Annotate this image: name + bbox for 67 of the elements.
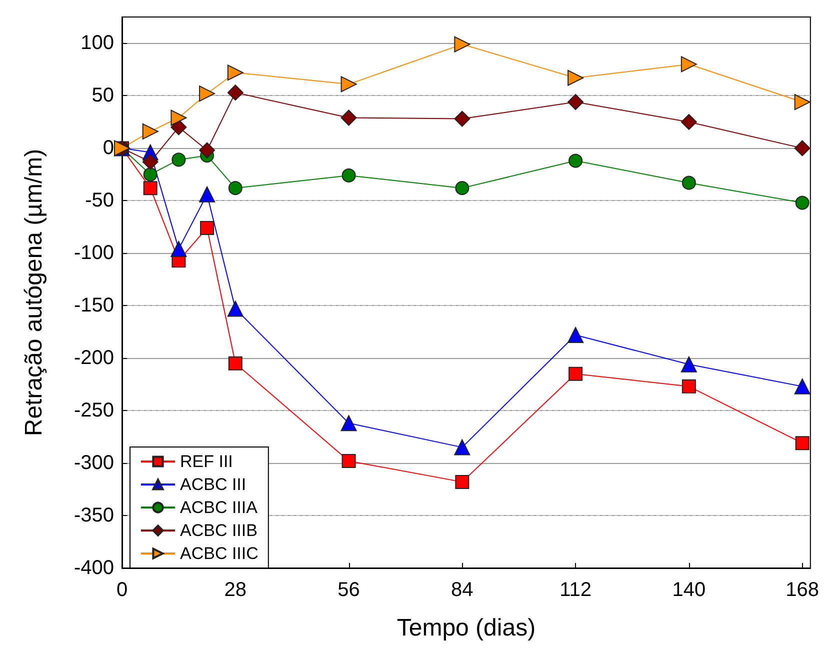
point [568,94,584,110]
legend-label: ACBC IIIB [180,521,258,540]
point [568,154,583,168]
point [143,167,158,182]
y-tick-label: -200 [74,347,114,370]
point [200,220,214,235]
y-tick-label: 0 [102,137,114,160]
point [795,436,810,450]
point [568,70,584,86]
y-tick-label: -350 [74,504,114,527]
point [794,140,810,156]
point [454,36,470,52]
point [227,84,244,101]
point [199,186,216,202]
point [455,474,470,489]
point [568,327,584,344]
point [454,439,470,456]
point [682,176,696,190]
point [340,110,357,126]
point [199,86,216,102]
point [340,415,357,432]
point [682,379,696,394]
point [142,154,158,170]
y-tick-label: -150 [74,294,114,317]
y-tick-label: -400 [74,557,114,579]
legend-label: ACBC III [180,475,246,494]
point [170,119,187,136]
point [227,300,244,317]
x-tick-label: 0 [116,579,128,601]
point [342,168,356,182]
point [568,366,583,381]
point [227,64,244,81]
x-axis-title: Tempo (dias) [396,614,536,642]
y-tick-label: -100 [74,242,114,264]
y-tick-label: 50 [92,84,114,107]
x-tick-label: 140 [672,579,706,601]
y-tick-label: -300 [74,452,114,474]
point [340,76,357,92]
y-tick-label: -250 [74,400,114,422]
x-tick-label: 168 [786,579,820,601]
point [794,378,810,394]
point [454,110,470,127]
point [170,240,187,257]
x-tick-label: 112 [560,579,592,601]
point [142,123,158,140]
x-tick-label: 56 [338,579,360,601]
legend-label: ACBC IIIA [180,498,258,517]
point [170,110,187,126]
legend-label: ACBC IIIC [180,544,258,563]
point [228,356,242,370]
point [172,152,186,167]
y-tick-label: -50 [85,190,114,212]
legend-label: REF III [180,452,233,471]
y-tick-label: 100 [80,32,114,54]
point [199,142,216,158]
point [680,114,697,130]
point [680,356,697,372]
point [680,56,697,72]
y-axis-title: Retração autógena (µm/m) [20,148,48,436]
point [342,454,356,468]
point [228,181,242,196]
point [455,181,470,196]
point [143,181,158,196]
point [795,196,810,210]
point [794,94,810,110]
x-tick-label: 84 [451,579,474,601]
x-tick-label: 28 [224,579,247,601]
